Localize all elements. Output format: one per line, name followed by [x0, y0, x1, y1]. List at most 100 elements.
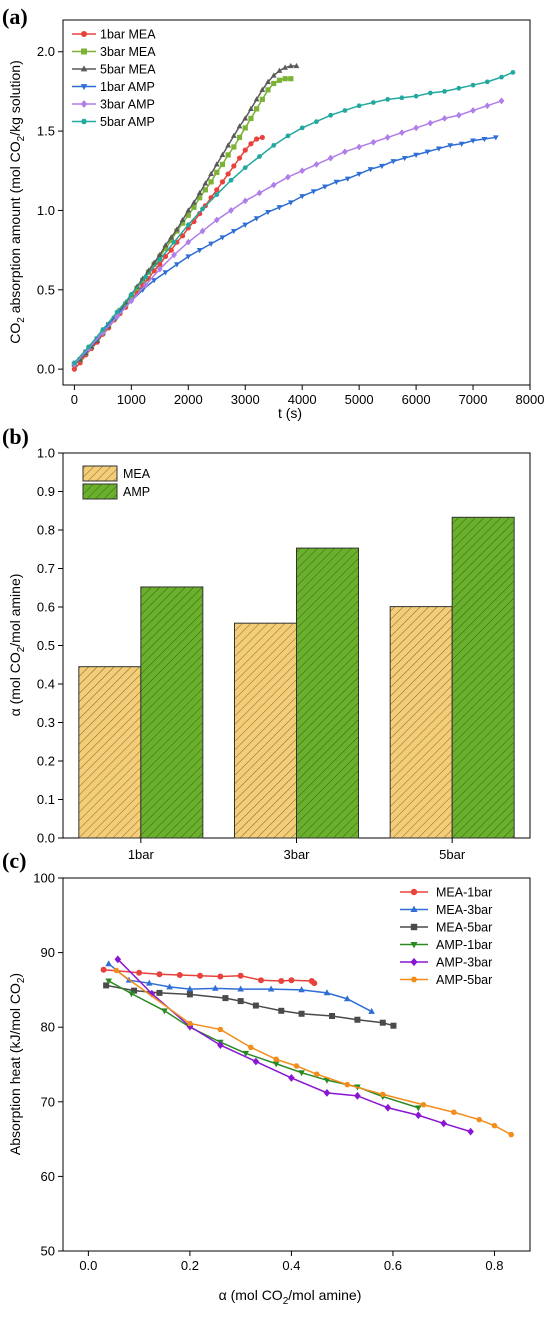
data-point	[379, 163, 385, 170]
data-point	[354, 1016, 361, 1023]
data-point	[196, 248, 203, 254]
data-point	[313, 161, 320, 168]
data-point	[248, 141, 254, 147]
legend-swatch	[82, 465, 118, 482]
bar-amp-3bar	[296, 547, 359, 839]
legend-label: MEA-1bar	[436, 886, 492, 900]
panel-b-x-ticks: 1bar 3bar 5bar	[128, 838, 466, 862]
legend-label: MEA	[123, 467, 151, 481]
data-point	[174, 262, 180, 268]
data-point	[276, 67, 283, 73]
data-point	[168, 247, 174, 253]
data-point	[470, 107, 476, 114]
panel-c-legend: MEA-1bar MEA-3bar MEA-5bar AMP-1bar AMP-3bar…	[400, 886, 492, 987]
data-point	[217, 1041, 224, 1050]
data-point	[427, 90, 433, 96]
legend-item: AMP	[82, 483, 150, 500]
data-point	[162, 270, 169, 276]
data-point	[259, 134, 265, 141]
data-point	[271, 143, 277, 148]
data-point	[370, 138, 377, 146]
data-point	[344, 176, 351, 182]
x-tick-label: 6000	[402, 392, 431, 407]
series-line	[117, 958, 471, 1133]
data-point	[105, 960, 112, 967]
data-point	[185, 207, 192, 213]
data-point	[252, 1002, 259, 1009]
panel-c-series	[100, 955, 515, 1138]
data-point	[256, 154, 263, 159]
legend-item: MEA-5bar	[400, 921, 492, 935]
bar-mea-1bar	[78, 666, 142, 839]
bar-amp-1bar	[140, 586, 204, 839]
data-point	[491, 1123, 498, 1129]
data-point	[498, 97, 505, 105]
x-tick-label: 0.0	[79, 1258, 97, 1273]
data-point	[236, 155, 243, 161]
data-point	[185, 254, 192, 260]
x-tick-label: 1000	[117, 392, 146, 407]
data-point	[157, 257, 163, 262]
data-point	[242, 1050, 250, 1057]
data-point	[447, 143, 454, 149]
data-point	[236, 134, 243, 141]
data-point	[114, 313, 120, 321]
series-line	[108, 963, 372, 1013]
data-point	[456, 85, 462, 91]
data-point	[370, 100, 376, 105]
legend-marker	[81, 48, 87, 55]
y-tick-label: 1.0	[37, 446, 55, 461]
data-point	[508, 1132, 515, 1138]
data-point	[413, 93, 419, 99]
x-tick-label: 1bar	[128, 847, 155, 862]
legend-item: 5bar MEA	[72, 63, 156, 77]
data-point	[199, 206, 206, 212]
data-point	[231, 163, 237, 169]
legend-label: AMP-3bar	[436, 956, 492, 970]
x-tick-label: 3bar	[283, 847, 310, 862]
data-point	[237, 972, 244, 979]
data-point	[252, 1057, 260, 1066]
x-tick-label: 8000	[516, 392, 545, 407]
data-point	[156, 251, 163, 257]
data-point	[242, 165, 248, 170]
data-point	[174, 226, 180, 232]
data-point	[222, 995, 229, 1002]
y-tick-label: 0.8	[37, 523, 55, 538]
data-point	[71, 366, 77, 372]
data-point	[354, 1091, 361, 1100]
data-point	[208, 179, 214, 185]
data-point	[476, 1117, 483, 1123]
data-point	[214, 187, 220, 193]
x-tick-label: 0.4	[282, 1258, 300, 1273]
data-point	[151, 259, 157, 265]
legend-item: AMP-5bar	[400, 973, 492, 987]
panel-b-label: (b)	[2, 424, 29, 449]
legend-item: 3bar AMP	[72, 98, 155, 112]
data-point	[219, 179, 226, 185]
data-point	[254, 106, 260, 112]
data-point	[142, 274, 149, 280]
data-point	[242, 147, 248, 153]
legend-marker	[81, 118, 87, 125]
data-point	[128, 292, 134, 297]
data-point	[323, 989, 331, 996]
data-point	[231, 144, 237, 150]
data-point	[288, 76, 294, 82]
data-point	[168, 234, 175, 240]
y-tick-label: 1.0	[37, 203, 55, 218]
data-point	[219, 151, 226, 157]
data-point	[242, 222, 249, 228]
legend-marker	[410, 941, 418, 949]
data-point	[186, 1020, 193, 1027]
data-point	[440, 1119, 448, 1128]
panel-c-x-ticks: 0.0 0.2 0.4 0.6 0.8	[79, 1251, 504, 1273]
data-point	[310, 189, 317, 195]
x-tick-label: 5bar	[439, 847, 466, 862]
data-point	[288, 1074, 295, 1082]
data-point	[270, 72, 277, 78]
x-tick-label: 7000	[459, 392, 488, 407]
data-point	[128, 991, 135, 998]
